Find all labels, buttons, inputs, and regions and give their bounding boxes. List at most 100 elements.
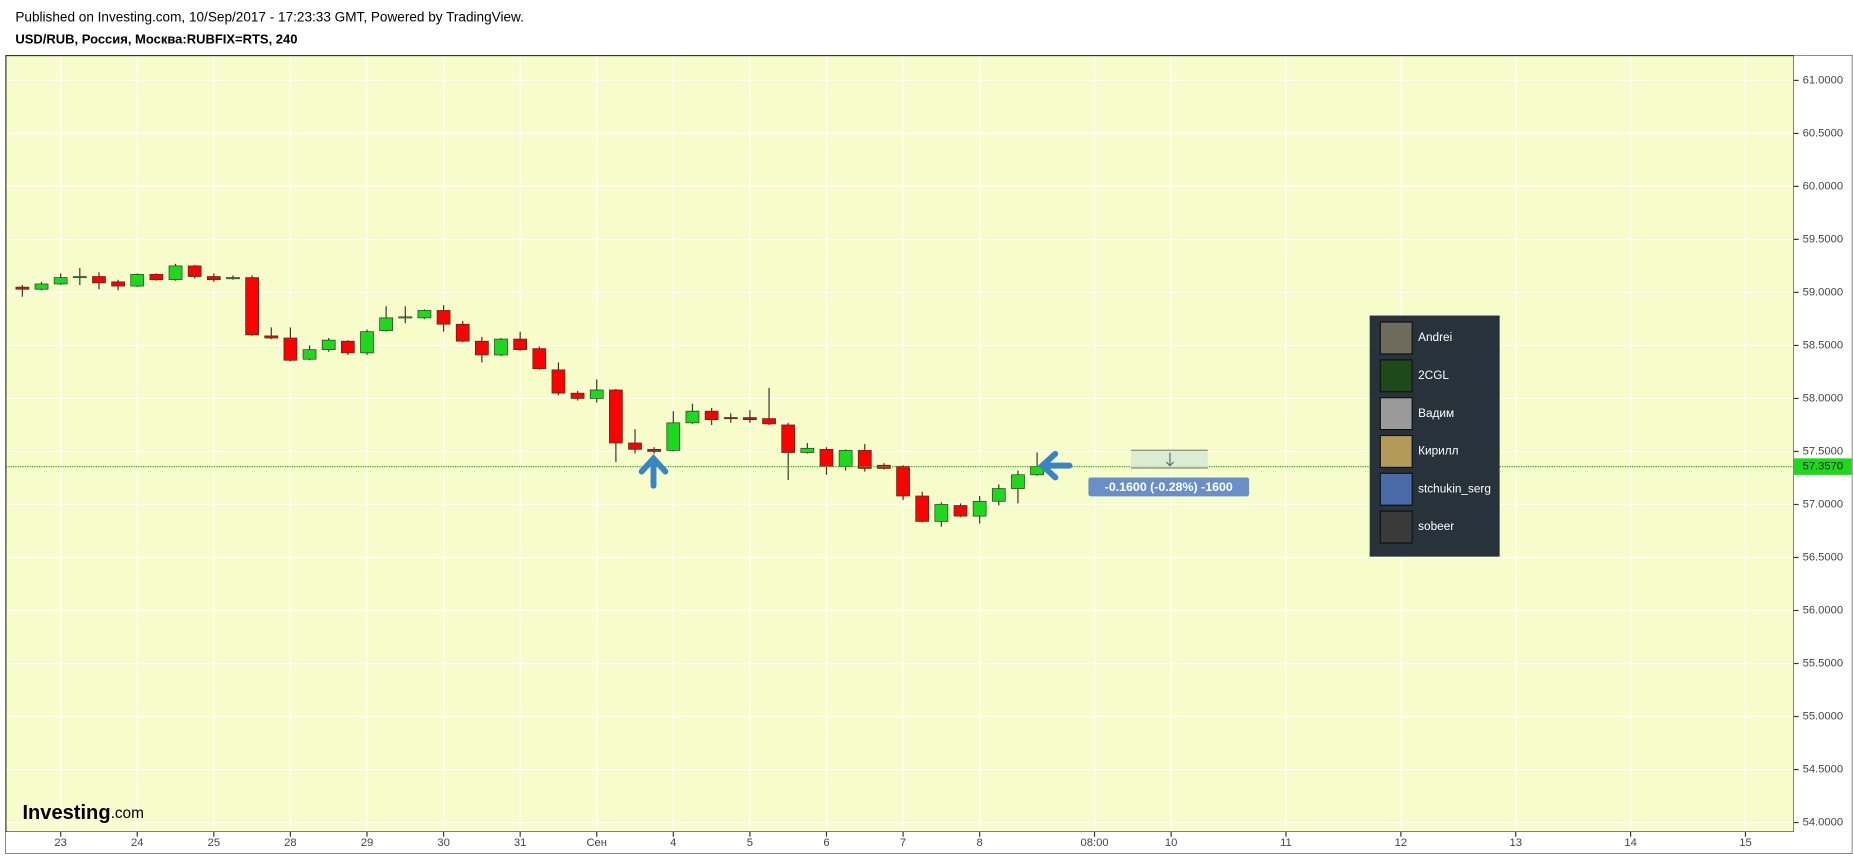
candle-body [532,348,547,370]
candle-body [838,450,853,467]
user-name: Вадим [1418,406,1454,420]
x-tick-label: 4 [670,837,676,849]
last-price-label: 57.3570 [1803,461,1844,473]
candle-body [609,389,623,444]
candle-body [264,335,279,339]
logo: Investing.com [22,803,143,825]
candle-body [723,417,738,420]
user-avatar [1379,472,1413,506]
y-tick-label: 57.0000 [1803,498,1844,510]
x-tick-label: 29 [361,837,373,849]
x-tick-label: 5 [747,837,753,849]
last-price-box [1793,458,1852,475]
x-tick-label: 28 [284,837,296,849]
candle-body [896,465,910,497]
candle-body [647,448,662,452]
candle-body [934,504,949,522]
y-tick-label: 55.5000 [1803,657,1844,669]
x-tick-label: 14 [1624,837,1636,849]
measure-label: -0.1600 (-0.28%) -1600 [1105,480,1233,494]
candle-body [781,424,796,453]
y-tick-label: 56.0000 [1803,604,1844,616]
time-axis-background [5,831,1852,854]
candle-body [168,265,183,281]
user-name: sobeer [1418,519,1454,533]
user-name: stchukin_serg [1418,481,1491,495]
y-tick-label: 55.0000 [1803,710,1844,722]
candle-body [398,316,413,319]
candle-body [417,310,432,319]
candle-body [379,317,394,331]
candle-body [92,276,106,284]
symbol-title: USD/RUB, Россия, Москва:RUBFIX=RTS, 240 [15,32,297,47]
candle-body [53,277,68,285]
candle-body [628,442,642,450]
candle-body [130,274,145,287]
y-tick-label: 57.5000 [1803,445,1844,457]
candle-body [187,265,202,277]
plot-area [5,55,1794,832]
user-avatar [1379,397,1413,431]
y-tick-label: 58.0000 [1803,392,1844,404]
grid [5,55,1794,832]
measure-label-box [1088,477,1250,497]
logo-suffix: .com [111,805,144,822]
y-tick-label: 60.5000 [1803,127,1844,139]
candle-body [513,338,528,351]
user-name: 2CGL [1418,368,1449,382]
y-tick-label: 54.0000 [1803,817,1844,829]
candle-body [206,276,221,281]
candle-body [666,422,681,451]
candle-body [149,274,164,281]
candle-body [743,417,757,421]
user-avatar [1379,359,1413,393]
y-tick-label: 58.5000 [1803,339,1844,351]
y-tick-label: 61.0000 [1803,74,1844,86]
candle-body [819,448,834,467]
price-axis-background [1793,55,1852,832]
x-tick-label: 25 [208,837,220,849]
candle-body [551,369,566,394]
y-tick-label: 60.0000 [1803,180,1844,192]
candle-body [34,283,49,290]
candle-body [340,340,355,354]
candle-body [589,389,604,399]
x-tick-label: 24 [131,837,143,849]
candle-body [991,488,1006,502]
x-tick-label: 31 [514,837,526,849]
candle-body [1011,474,1025,489]
candle-body [302,349,317,360]
up-arrow [638,454,669,489]
user-avatar [1379,434,1413,469]
candle-body [494,338,508,356]
candle-body [685,410,700,424]
left-arrow [1037,450,1073,481]
x-tick-label: 13 [1509,837,1521,849]
user-name: Andrei [1418,330,1452,344]
axes: 54.0000 54.5000 55.0000 55.5000 56.0000 56.50… [54,74,1852,849]
candle-body [436,310,451,325]
candle-body [475,340,489,356]
candle-body [360,331,374,354]
candle-body [111,281,125,287]
x-tick-label: 30 [437,837,449,849]
candle-body [570,392,585,399]
candle-body [226,277,240,280]
candle-body [704,410,719,421]
candle-body [915,495,930,522]
candle-body [15,286,30,290]
x-tick-label: 11 [1280,837,1292,849]
y-tick-label: 59.5000 [1803,233,1844,245]
x-tick-label: Сен [586,837,607,849]
candle-body [245,277,259,336]
user-name: Кирилл [1418,444,1458,458]
y-tick-label: 54.5000 [1803,764,1844,776]
candle-body [283,337,298,361]
y-tick-label: 59.0000 [1803,286,1844,298]
measure-box [1130,450,1208,469]
x-tick-label: 12 [1395,837,1407,849]
x-tick-label: 15 [1739,837,1751,849]
user-avatar [1379,510,1413,544]
